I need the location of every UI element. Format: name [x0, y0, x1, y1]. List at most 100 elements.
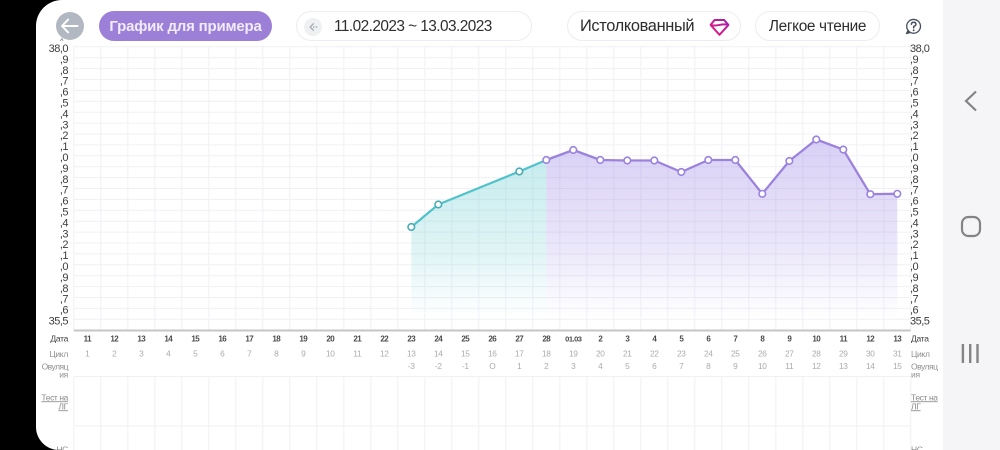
svg-text:13: 13 — [839, 361, 848, 371]
svg-text:8: 8 — [274, 348, 279, 358]
svg-text:7: 7 — [247, 348, 252, 358]
svg-text:22: 22 — [650, 348, 659, 358]
svg-text:,9: ,9 — [910, 54, 919, 66]
svg-text:9: 9 — [733, 361, 738, 371]
svg-text:29: 29 — [839, 348, 848, 358]
svg-text:,0: ,0 — [910, 261, 919, 273]
svg-text:,4: ,4 — [910, 217, 919, 229]
svg-text:1: 1 — [85, 348, 90, 358]
svg-text:,6: ,6 — [60, 87, 69, 99]
svg-text:,7: ,7 — [60, 76, 69, 88]
svg-text:19: 19 — [569, 348, 578, 358]
svg-text:Овуляц: Овуляц — [911, 361, 938, 371]
svg-text:14: 14 — [434, 348, 443, 358]
svg-text:10: 10 — [326, 348, 335, 358]
svg-text:ЛГ: ЛГ — [58, 401, 68, 411]
svg-text:9: 9 — [301, 348, 306, 358]
svg-text:,8: ,8 — [60, 174, 69, 186]
svg-text:23: 23 — [677, 348, 686, 358]
svg-text:,4: ,4 — [60, 108, 69, 120]
svg-text:,4: ,4 — [910, 108, 919, 120]
svg-text:,1: ,1 — [60, 141, 69, 153]
svg-text:4: 4 — [598, 361, 603, 371]
svg-text:,8: ,8 — [910, 174, 919, 186]
svg-text:3: 3 — [625, 334, 630, 343]
svg-text:26: 26 — [758, 348, 767, 358]
svg-text:Тест на: Тест на — [41, 392, 68, 402]
svg-text:01.03: 01.03 — [565, 334, 582, 343]
svg-text:,8: ,8 — [910, 283, 919, 295]
svg-text:,7: ,7 — [910, 294, 919, 306]
svg-text:-3: -3 — [408, 361, 415, 371]
svg-text:26: 26 — [488, 334, 497, 343]
svg-text:ЛГ: ЛГ — [911, 401, 921, 411]
svg-text:25: 25 — [461, 334, 470, 343]
svg-text:НС: НС — [56, 444, 68, 450]
svg-text:3: 3 — [139, 348, 144, 358]
svg-text:13: 13 — [137, 334, 146, 343]
svg-text:Тест на: Тест на — [911, 392, 938, 402]
svg-text:,9: ,9 — [60, 163, 69, 175]
svg-text:,0: ,0 — [60, 152, 69, 164]
svg-text:17: 17 — [515, 348, 524, 358]
svg-text:,6: ,6 — [910, 305, 919, 317]
svg-text:16: 16 — [488, 348, 497, 358]
svg-text:,9: ,9 — [60, 272, 69, 284]
svg-text:,0: ,0 — [60, 261, 69, 273]
svg-text:15: 15 — [893, 361, 902, 371]
svg-text:6: 6 — [652, 361, 657, 371]
svg-text:,6: ,6 — [910, 87, 919, 99]
svg-text:12: 12 — [866, 334, 875, 343]
svg-text:10: 10 — [758, 361, 767, 371]
svg-text:12: 12 — [812, 361, 821, 371]
svg-text:-2: -2 — [435, 361, 442, 371]
svg-text:,9: ,9 — [910, 272, 919, 284]
svg-text:Дата: Дата — [911, 333, 929, 343]
svg-text:4: 4 — [166, 348, 171, 358]
svg-text:,3: ,3 — [910, 228, 919, 240]
svg-text:,2: ,2 — [60, 130, 69, 142]
svg-text:17: 17 — [245, 334, 254, 343]
svg-text:,9: ,9 — [60, 54, 69, 66]
svg-text:,6: ,6 — [60, 305, 69, 317]
svg-text:20: 20 — [326, 334, 335, 343]
svg-text:2: 2 — [544, 361, 549, 371]
svg-text:12: 12 — [110, 334, 119, 343]
svg-text:3: 3 — [571, 361, 576, 371]
svg-text:,3: ,3 — [910, 119, 919, 131]
svg-text:28: 28 — [542, 334, 551, 343]
svg-text:,6: ,6 — [60, 196, 69, 208]
svg-text:ия: ия — [59, 370, 68, 380]
svg-text:20: 20 — [596, 348, 605, 358]
svg-text:НС: НС — [911, 444, 923, 450]
svg-text:О: О — [489, 361, 496, 371]
svg-text:6: 6 — [706, 334, 711, 343]
svg-text:7: 7 — [733, 334, 738, 343]
svg-text:,6: ,6 — [910, 196, 919, 208]
svg-text:9: 9 — [787, 334, 792, 343]
svg-text:,7: ,7 — [60, 185, 69, 197]
svg-text:4: 4 — [652, 334, 657, 343]
svg-text:18: 18 — [272, 334, 281, 343]
svg-text:14: 14 — [866, 361, 875, 371]
svg-text:,4: ,4 — [60, 217, 69, 229]
svg-text:5: 5 — [625, 361, 630, 371]
svg-text:27: 27 — [515, 334, 524, 343]
svg-text:,9: ,9 — [910, 163, 919, 175]
svg-text:,1: ,1 — [60, 250, 69, 262]
svg-text:,1: ,1 — [910, 141, 919, 153]
svg-text:13: 13 — [407, 348, 416, 358]
svg-text:19: 19 — [299, 334, 308, 343]
svg-text:15: 15 — [461, 348, 470, 358]
svg-text:35,5: 35,5 — [910, 316, 930, 328]
svg-text:,5: ,5 — [60, 207, 69, 219]
svg-text:,3: ,3 — [60, 119, 69, 131]
svg-text:,0: ,0 — [910, 152, 919, 164]
svg-text:,1: ,1 — [910, 250, 919, 262]
svg-text:14: 14 — [164, 334, 173, 343]
svg-text:,3: ,3 — [60, 228, 69, 240]
svg-text:Дата: Дата — [50, 333, 68, 343]
svg-text:24: 24 — [704, 348, 713, 358]
svg-text:11: 11 — [353, 348, 362, 358]
svg-text:,8: ,8 — [60, 283, 69, 295]
